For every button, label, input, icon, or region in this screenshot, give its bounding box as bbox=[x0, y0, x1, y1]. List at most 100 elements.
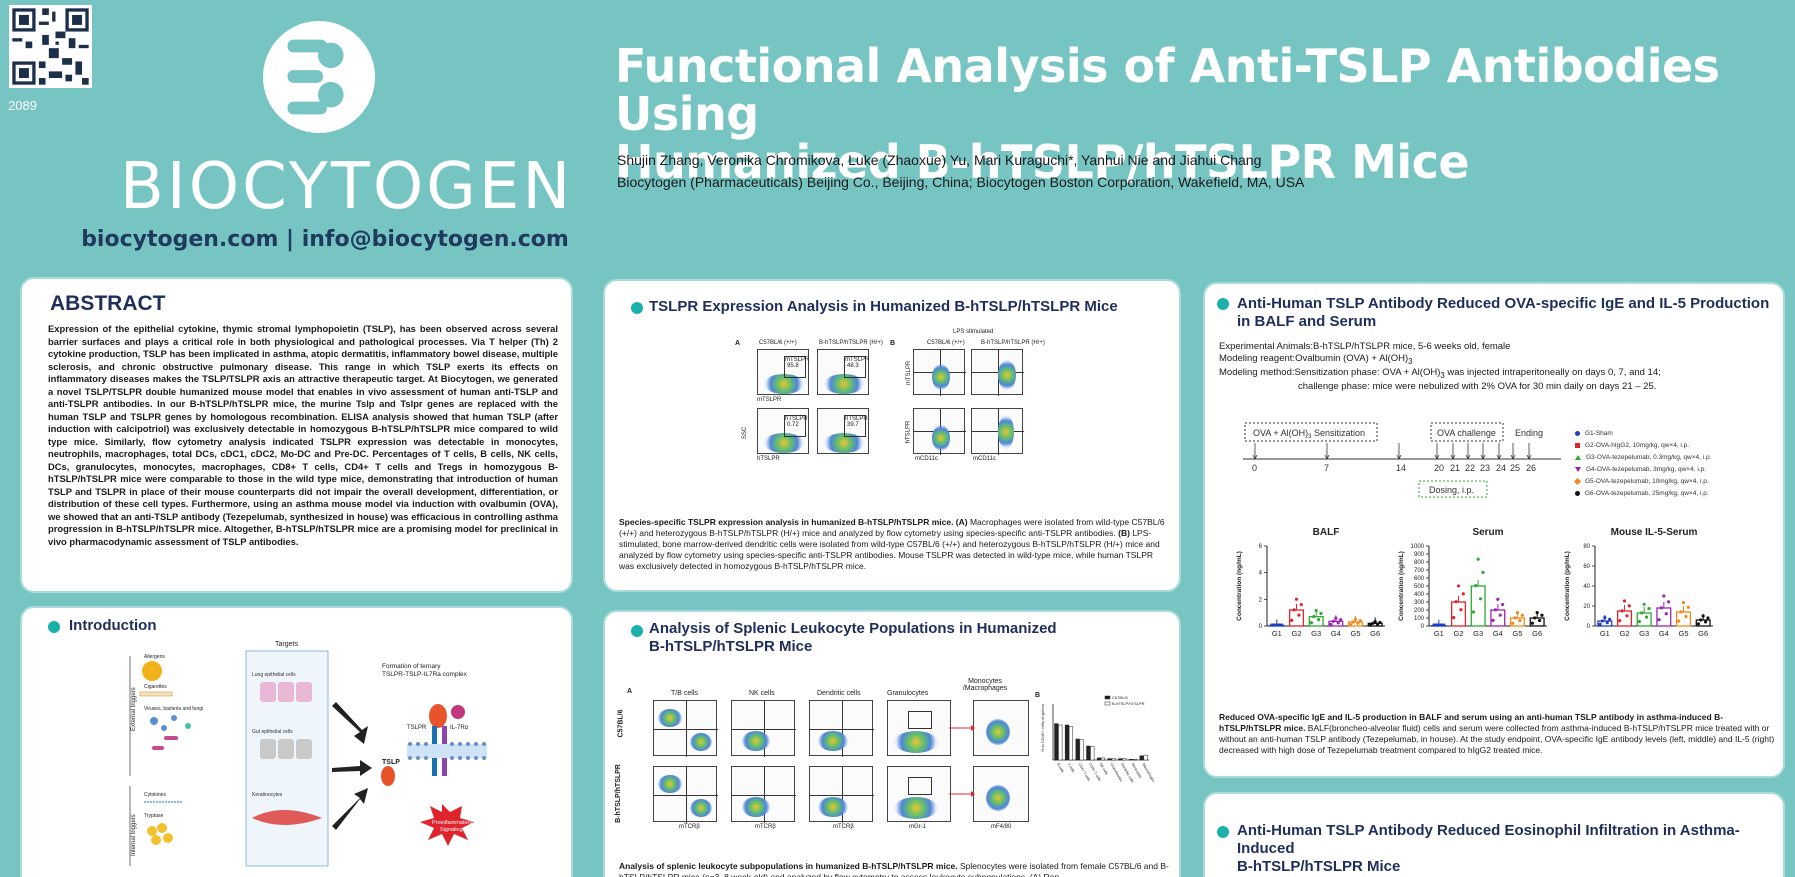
data-point bbox=[1471, 610, 1475, 614]
facs-plot bbox=[731, 700, 796, 757]
data-point bbox=[1334, 616, 1338, 620]
data-point bbox=[1329, 622, 1333, 626]
data-point bbox=[1686, 605, 1690, 609]
axis-label: mF4/80 bbox=[991, 824, 1012, 830]
tslp-molecule-icon bbox=[381, 766, 395, 786]
y-tick-label: 4 bbox=[1259, 571, 1263, 577]
gate-label: mTSLPR bbox=[845, 357, 870, 363]
timeline-arrow bbox=[1496, 454, 1502, 460]
data-point bbox=[1270, 623, 1274, 627]
contact-links[interactable]: biocytogen.com | info@biocytogen.com bbox=[81, 227, 569, 252]
data-point bbox=[1600, 619, 1605, 623]
x-tick-label: G2 bbox=[1453, 629, 1463, 638]
facs-plot bbox=[653, 766, 718, 823]
data-point bbox=[1491, 618, 1495, 622]
legend-label: G2-OVA-hIgG2, 10mg/kg, qw×4, i.p. bbox=[1585, 442, 1690, 449]
gut-cells-label: Gut epithelial cells bbox=[252, 729, 293, 735]
axis-label: mTCRβ bbox=[755, 824, 776, 830]
data-point bbox=[1336, 621, 1340, 625]
keratinocyte-icon bbox=[252, 810, 322, 825]
data-point bbox=[1535, 611, 1539, 615]
authors: Shujin Zhang, Veronika Chromikova, Luke … bbox=[617, 152, 1262, 168]
bar bbox=[1128, 759, 1134, 761]
x-tick-label: G2 bbox=[1291, 629, 1301, 638]
x-tick-label: G4 bbox=[1331, 629, 1341, 638]
data-point bbox=[1681, 601, 1686, 605]
data-point bbox=[1657, 618, 1661, 622]
data-point bbox=[1501, 602, 1505, 607]
lps-label: LPS stimulated bbox=[953, 329, 994, 335]
facs-plot bbox=[757, 349, 809, 395]
data-point bbox=[1605, 621, 1609, 625]
y-tick-label: 900 bbox=[1414, 552, 1425, 558]
data-point bbox=[1349, 623, 1353, 627]
bullet-icon bbox=[631, 302, 643, 314]
data-point bbox=[1706, 616, 1710, 620]
data-point bbox=[1358, 619, 1362, 623]
facs-plot bbox=[973, 766, 1029, 822]
tslp-label: TSLP bbox=[382, 759, 400, 766]
bar bbox=[1079, 739, 1084, 761]
data-point bbox=[1662, 594, 1666, 598]
timeline-sens-label: OVA + Al(OH)3 Sensitization bbox=[1253, 428, 1365, 440]
eos-heading-line-2: B-hTSLP/hTSLPR Mice bbox=[1237, 858, 1401, 875]
data-point bbox=[1314, 608, 1318, 613]
y-tick-label: 700 bbox=[1414, 568, 1425, 574]
modeling-reagent: Modeling reagent:Ovalbumin (OVA) + Al(OH… bbox=[1219, 353, 1413, 366]
timeline-arrow bbox=[1510, 454, 1516, 460]
splenic-heading-line-1: Analysis of Splenic Leukocyte Population… bbox=[649, 620, 1057, 637]
bar bbox=[1090, 746, 1095, 761]
data-point bbox=[1375, 622, 1380, 626]
axis-label: mCD11c bbox=[973, 456, 996, 462]
col-title: Granulocytes bbox=[887, 690, 929, 697]
modeling-method: Modeling method:Sensitization phase: OVA… bbox=[1219, 367, 1661, 380]
legend-label: G5-OVA-tezepelumab, 10mg/kg, qw×4, i.p. bbox=[1585, 478, 1709, 485]
qr-code bbox=[9, 5, 92, 88]
data-point bbox=[1622, 599, 1627, 603]
facs-plot bbox=[731, 766, 796, 823]
bar bbox=[1288, 609, 1305, 627]
bar bbox=[1122, 758, 1127, 761]
data-point bbox=[1493, 608, 1498, 612]
splenic-caption: Analysis of splenic leukocyte subpopulat… bbox=[619, 861, 1169, 877]
arrow-icon bbox=[332, 760, 372, 776]
y-tick-label: 80 bbox=[1583, 544, 1590, 550]
data-point bbox=[1699, 618, 1703, 622]
legend-label: B-hTSLP/hTSLPR bbox=[1112, 701, 1145, 706]
timeline-arrow bbox=[1526, 454, 1532, 460]
data-point bbox=[1373, 619, 1377, 624]
ige-panel: Anti-Human TSLP Antibody Reduced OVA-spe… bbox=[1203, 282, 1785, 778]
legend-item: G5-OVA-tezepelumab, 10mg/kg, qw×4, i.p. bbox=[1573, 477, 1709, 485]
splenic-figure: A B T/B cells NK cells Dendritic cells G… bbox=[615, 678, 1174, 838]
wt-label: C57BL/6 (+/+) bbox=[759, 340, 797, 346]
gate-label: hTSLPR bbox=[785, 416, 808, 422]
legend-label: G1-Sham bbox=[1585, 430, 1613, 437]
arrow-icon bbox=[332, 702, 368, 744]
axis-label: mCD11c bbox=[915, 456, 938, 462]
bar bbox=[1616, 610, 1633, 627]
data-point bbox=[1496, 597, 1500, 601]
data-point bbox=[1459, 608, 1463, 612]
bar bbox=[1450, 601, 1467, 627]
legend-swatch bbox=[1104, 701, 1111, 706]
x-tick-label: G1 bbox=[1272, 629, 1282, 638]
legend-marker-icon bbox=[1575, 430, 1580, 436]
external-triggers-label: External triggers bbox=[131, 687, 137, 731]
x-tick-label: G6 bbox=[1370, 629, 1380, 638]
data-point bbox=[1625, 614, 1629, 618]
y-tick-label: 6 bbox=[1259, 544, 1263, 550]
axis-label: mTSLPR bbox=[757, 397, 782, 403]
data-point bbox=[1640, 611, 1644, 615]
data-point bbox=[1432, 623, 1436, 627]
il7r-label: IL-7Rα bbox=[450, 725, 469, 731]
balf-chart: BALF Concentration (ng/mL) 0 2 4 6 G1 G2 G3 G4 G5 G… bbox=[1236, 527, 1385, 638]
y-tick-label: 1000 bbox=[1411, 544, 1425, 550]
chart-title: Serum bbox=[1472, 527, 1503, 538]
legend-marker-icon bbox=[1575, 490, 1580, 496]
facs-plot bbox=[653, 700, 718, 757]
x-tick-label: G3 bbox=[1311, 629, 1321, 638]
data-point bbox=[1319, 611, 1323, 616]
bar bbox=[1096, 757, 1102, 761]
serum-chart: Serum Concentration (ng/mL) 0 100 200 300 400 5… bbox=[1398, 527, 1547, 638]
y-tick-label: 500 bbox=[1414, 584, 1425, 590]
